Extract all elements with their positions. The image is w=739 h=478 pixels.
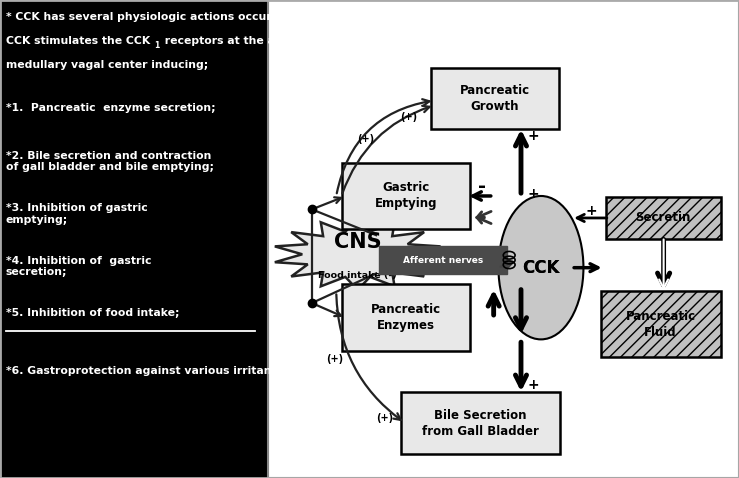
Text: *1.  Pancreatic  enzyme secretion;: *1. Pancreatic enzyme secretion; xyxy=(6,103,216,113)
Text: *3. Inhibition of gastric
emptying;: *3. Inhibition of gastric emptying; xyxy=(6,203,148,225)
Text: Pancreatic
Enzymes: Pancreatic Enzymes xyxy=(371,304,441,332)
Text: +: + xyxy=(585,204,597,218)
Text: +: + xyxy=(528,378,539,392)
Text: Pancreatic
Growth: Pancreatic Growth xyxy=(460,84,530,113)
Text: (+): (+) xyxy=(400,112,418,122)
Text: receptors at the afferent nerve terminals and activates the: receptors at the afferent nerve terminal… xyxy=(161,36,528,46)
Text: (+): (+) xyxy=(375,413,393,423)
FancyBboxPatch shape xyxy=(379,246,507,274)
Text: (+): (+) xyxy=(326,354,344,363)
Text: CCK: CCK xyxy=(522,259,559,277)
Text: Food intake (-): Food intake (-) xyxy=(319,272,397,280)
Text: CCK: CCK xyxy=(522,259,559,277)
FancyBboxPatch shape xyxy=(606,197,721,239)
FancyBboxPatch shape xyxy=(601,291,721,357)
FancyBboxPatch shape xyxy=(401,392,560,454)
Text: *6. Gastroprotection against various irritants.: *6. Gastroprotection against various irr… xyxy=(6,366,287,376)
Text: via: via xyxy=(336,12,354,22)
Text: +: + xyxy=(528,186,539,201)
Text: -: - xyxy=(478,177,486,196)
Text: reflex vagal stimulation.: reflex vagal stimulation. xyxy=(353,12,507,22)
Text: Secretin: Secretin xyxy=(636,211,691,225)
Polygon shape xyxy=(275,219,440,290)
Text: (+): (+) xyxy=(357,134,375,143)
FancyBboxPatch shape xyxy=(342,163,470,229)
Text: *2. Bile secretion and contraction
of gall bladder and bile emptying;: *2. Bile secretion and contraction of ga… xyxy=(6,151,214,172)
Text: Pancreatic
Fluid: Pancreatic Fluid xyxy=(626,310,695,338)
FancyBboxPatch shape xyxy=(431,68,559,129)
Text: CNS: CNS xyxy=(334,232,381,252)
Text: Gastric
Emptying: Gastric Emptying xyxy=(375,182,437,210)
Text: *4. Inhibition of  gastric
secretion;: *4. Inhibition of gastric secretion; xyxy=(6,256,151,277)
Ellipse shape xyxy=(498,196,584,339)
Text: +: + xyxy=(528,129,539,143)
Text: Bile Secretion
from Gall Bladder: Bile Secretion from Gall Bladder xyxy=(422,409,539,437)
Text: *5. Inhibition of food intake;: *5. Inhibition of food intake; xyxy=(6,308,180,318)
Text: * CCK has several physiologic actions occurring mainly: * CCK has several physiologic actions oc… xyxy=(6,12,344,22)
Text: CCK stimulates the CCK: CCK stimulates the CCK xyxy=(6,36,150,46)
Text: Afferent nerves: Afferent nerves xyxy=(403,256,483,264)
FancyBboxPatch shape xyxy=(342,284,470,351)
FancyBboxPatch shape xyxy=(268,0,739,478)
Text: 1: 1 xyxy=(154,41,159,50)
Text: medullary vagal center inducing;: medullary vagal center inducing; xyxy=(6,60,208,70)
